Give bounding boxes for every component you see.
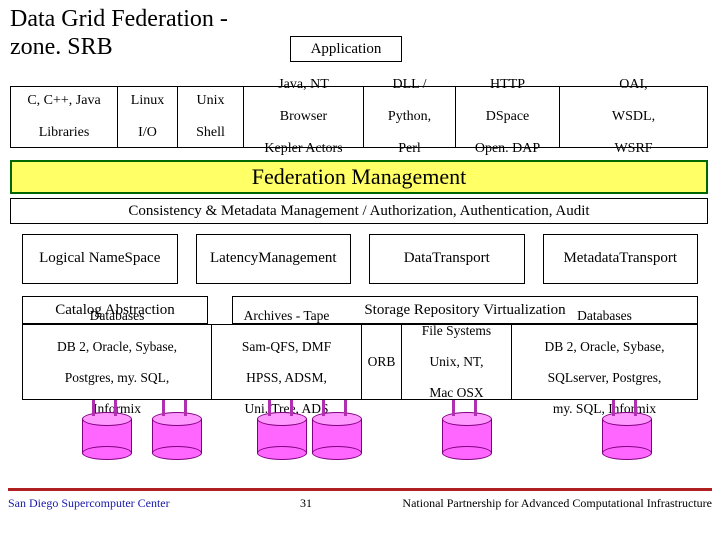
storage-cell: DatabasesDB 2, Oracle, Sybase,Postgres, …: [22, 324, 212, 400]
footer-right: National Partnership for Advanced Comput…: [402, 496, 712, 511]
interface-layer-row: C, C++, JavaLibrariesLinuxI/OUnixShellJa…: [10, 86, 708, 148]
storage-cell: DatabasesDB 2, Oracle, Sybase,SQLserver,…: [512, 324, 698, 400]
interface-cell: OAI,WSDL,WSRF: [560, 86, 708, 148]
connector: [634, 400, 637, 416]
storage-cell: File SystemsUnix, NT,Mac OSX: [402, 324, 512, 400]
database-cylinder-icon: [602, 412, 652, 460]
interface-cell: DLL /Python,Perl: [364, 86, 456, 148]
mgmt-cell: Logical NameSpace: [22, 234, 178, 284]
connector: [290, 400, 293, 416]
consistency-bar: Consistency & Metadata Management / Auth…: [10, 198, 708, 224]
cylinder-row: [22, 398, 698, 468]
management-services-row: Logical NameSpace LatencyManagement DataTr…: [22, 234, 698, 284]
interface-cell: UnixShell: [178, 86, 244, 148]
title-line1: Data Grid Federation -: [10, 6, 228, 32]
connector: [474, 400, 477, 416]
connector: [162, 400, 165, 416]
connector: [268, 400, 271, 416]
application-box: Application: [290, 36, 402, 62]
storage-row: DatabasesDB 2, Oracle, Sybase,Postgres, …: [22, 324, 698, 400]
connector: [92, 400, 95, 416]
connector: [452, 400, 455, 416]
page-title: Data Grid Federation - zone. SRB: [10, 6, 228, 61]
federation-management-label: Federation Management: [252, 164, 466, 190]
title-line2: zone. SRB: [10, 34, 113, 60]
database-cylinder-icon: [152, 412, 202, 460]
footer-left: San Diego Supercomputer Center: [8, 496, 170, 511]
database-cylinder-icon: [312, 412, 362, 460]
database-cylinder-icon: [257, 412, 307, 460]
footer-page-number: 31: [300, 496, 312, 511]
connector: [114, 400, 117, 416]
storage-cell: Archives - TapeSam-QFS, DMFHPSS, ADSM,Un…: [212, 324, 362, 400]
consistency-label: Consistency & Metadata Management / Auth…: [128, 203, 589, 220]
interface-cell: HTTPDSpaceOpen. DAP: [456, 86, 560, 148]
database-cylinder-icon: [82, 412, 132, 460]
interface-cell: LinuxI/O: [118, 86, 178, 148]
mgmt-cell: DataTransport: [369, 234, 525, 284]
connector: [322, 400, 325, 416]
connector: [184, 400, 187, 416]
interface-cell: Java, NTBrowserKepler Actors: [244, 86, 364, 148]
storage-cell: ORB: [362, 324, 402, 400]
mgmt-cell: LatencyManagement: [196, 234, 352, 284]
connector: [612, 400, 615, 416]
application-label: Application: [311, 41, 382, 58]
footer-divider: [8, 488, 712, 491]
mgmt-cell: MetadataTransport: [543, 234, 699, 284]
connector: [344, 400, 347, 416]
interface-cell: C, C++, JavaLibraries: [10, 86, 118, 148]
database-cylinder-icon: [442, 412, 492, 460]
federation-management-bar: Federation Management: [10, 160, 708, 194]
